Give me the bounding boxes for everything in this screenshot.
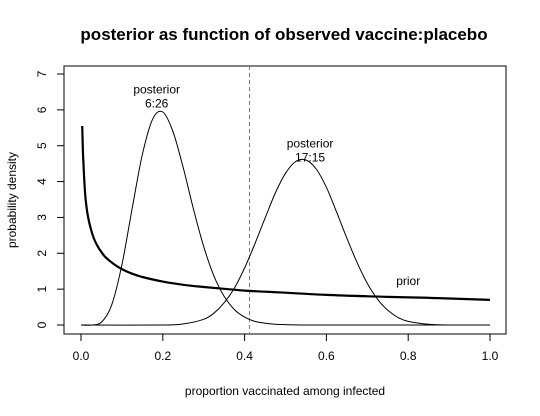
series-label-posterior-6-26: 6:26: [145, 97, 169, 111]
chart-title: posterior as function of observed vaccin…: [80, 25, 487, 44]
series-label-posterior-17-15: 17:15: [295, 151, 325, 165]
y-tick-label: 7: [35, 70, 49, 77]
y-axis-label: probability density: [5, 152, 19, 248]
y-axis: 0 1 2 3 4 5 6 7: [35, 70, 65, 328]
x-tick-label: 0.2: [154, 349, 171, 363]
series-line-posterior-17-15: [80, 158, 491, 326]
y-tick-label: 2: [35, 250, 49, 257]
series-label-prior: prior: [396, 274, 420, 288]
y-tick-label: 1: [35, 285, 49, 292]
x-tick-label: 1.0: [482, 349, 499, 363]
series-label-posterior-17-15: posterior: [287, 137, 334, 151]
y-tick-label: 3: [35, 214, 49, 221]
series-label-posterior-6-26: posterior: [133, 83, 180, 97]
x-tick-label: 0.8: [400, 349, 417, 363]
x-tick-label: 0.6: [318, 349, 335, 363]
y-tick-label: 6: [35, 106, 49, 113]
x-tick-label: 0.4: [236, 349, 253, 363]
series-line-posterior-6-26: [80, 110, 490, 326]
x-tick-label: 0.0: [73, 349, 90, 363]
y-tick-label: 4: [35, 178, 49, 185]
series-line-prior: [81, 125, 491, 301]
x-axis: 0.0 0.2 0.4 0.6 0.8 1.0: [73, 333, 499, 363]
y-tick-label: 5: [35, 142, 49, 149]
x-axis-label: proportion vaccinated among infected: [185, 384, 385, 398]
y-tick-label: 0: [35, 321, 49, 328]
series-layer: [80, 110, 491, 326]
